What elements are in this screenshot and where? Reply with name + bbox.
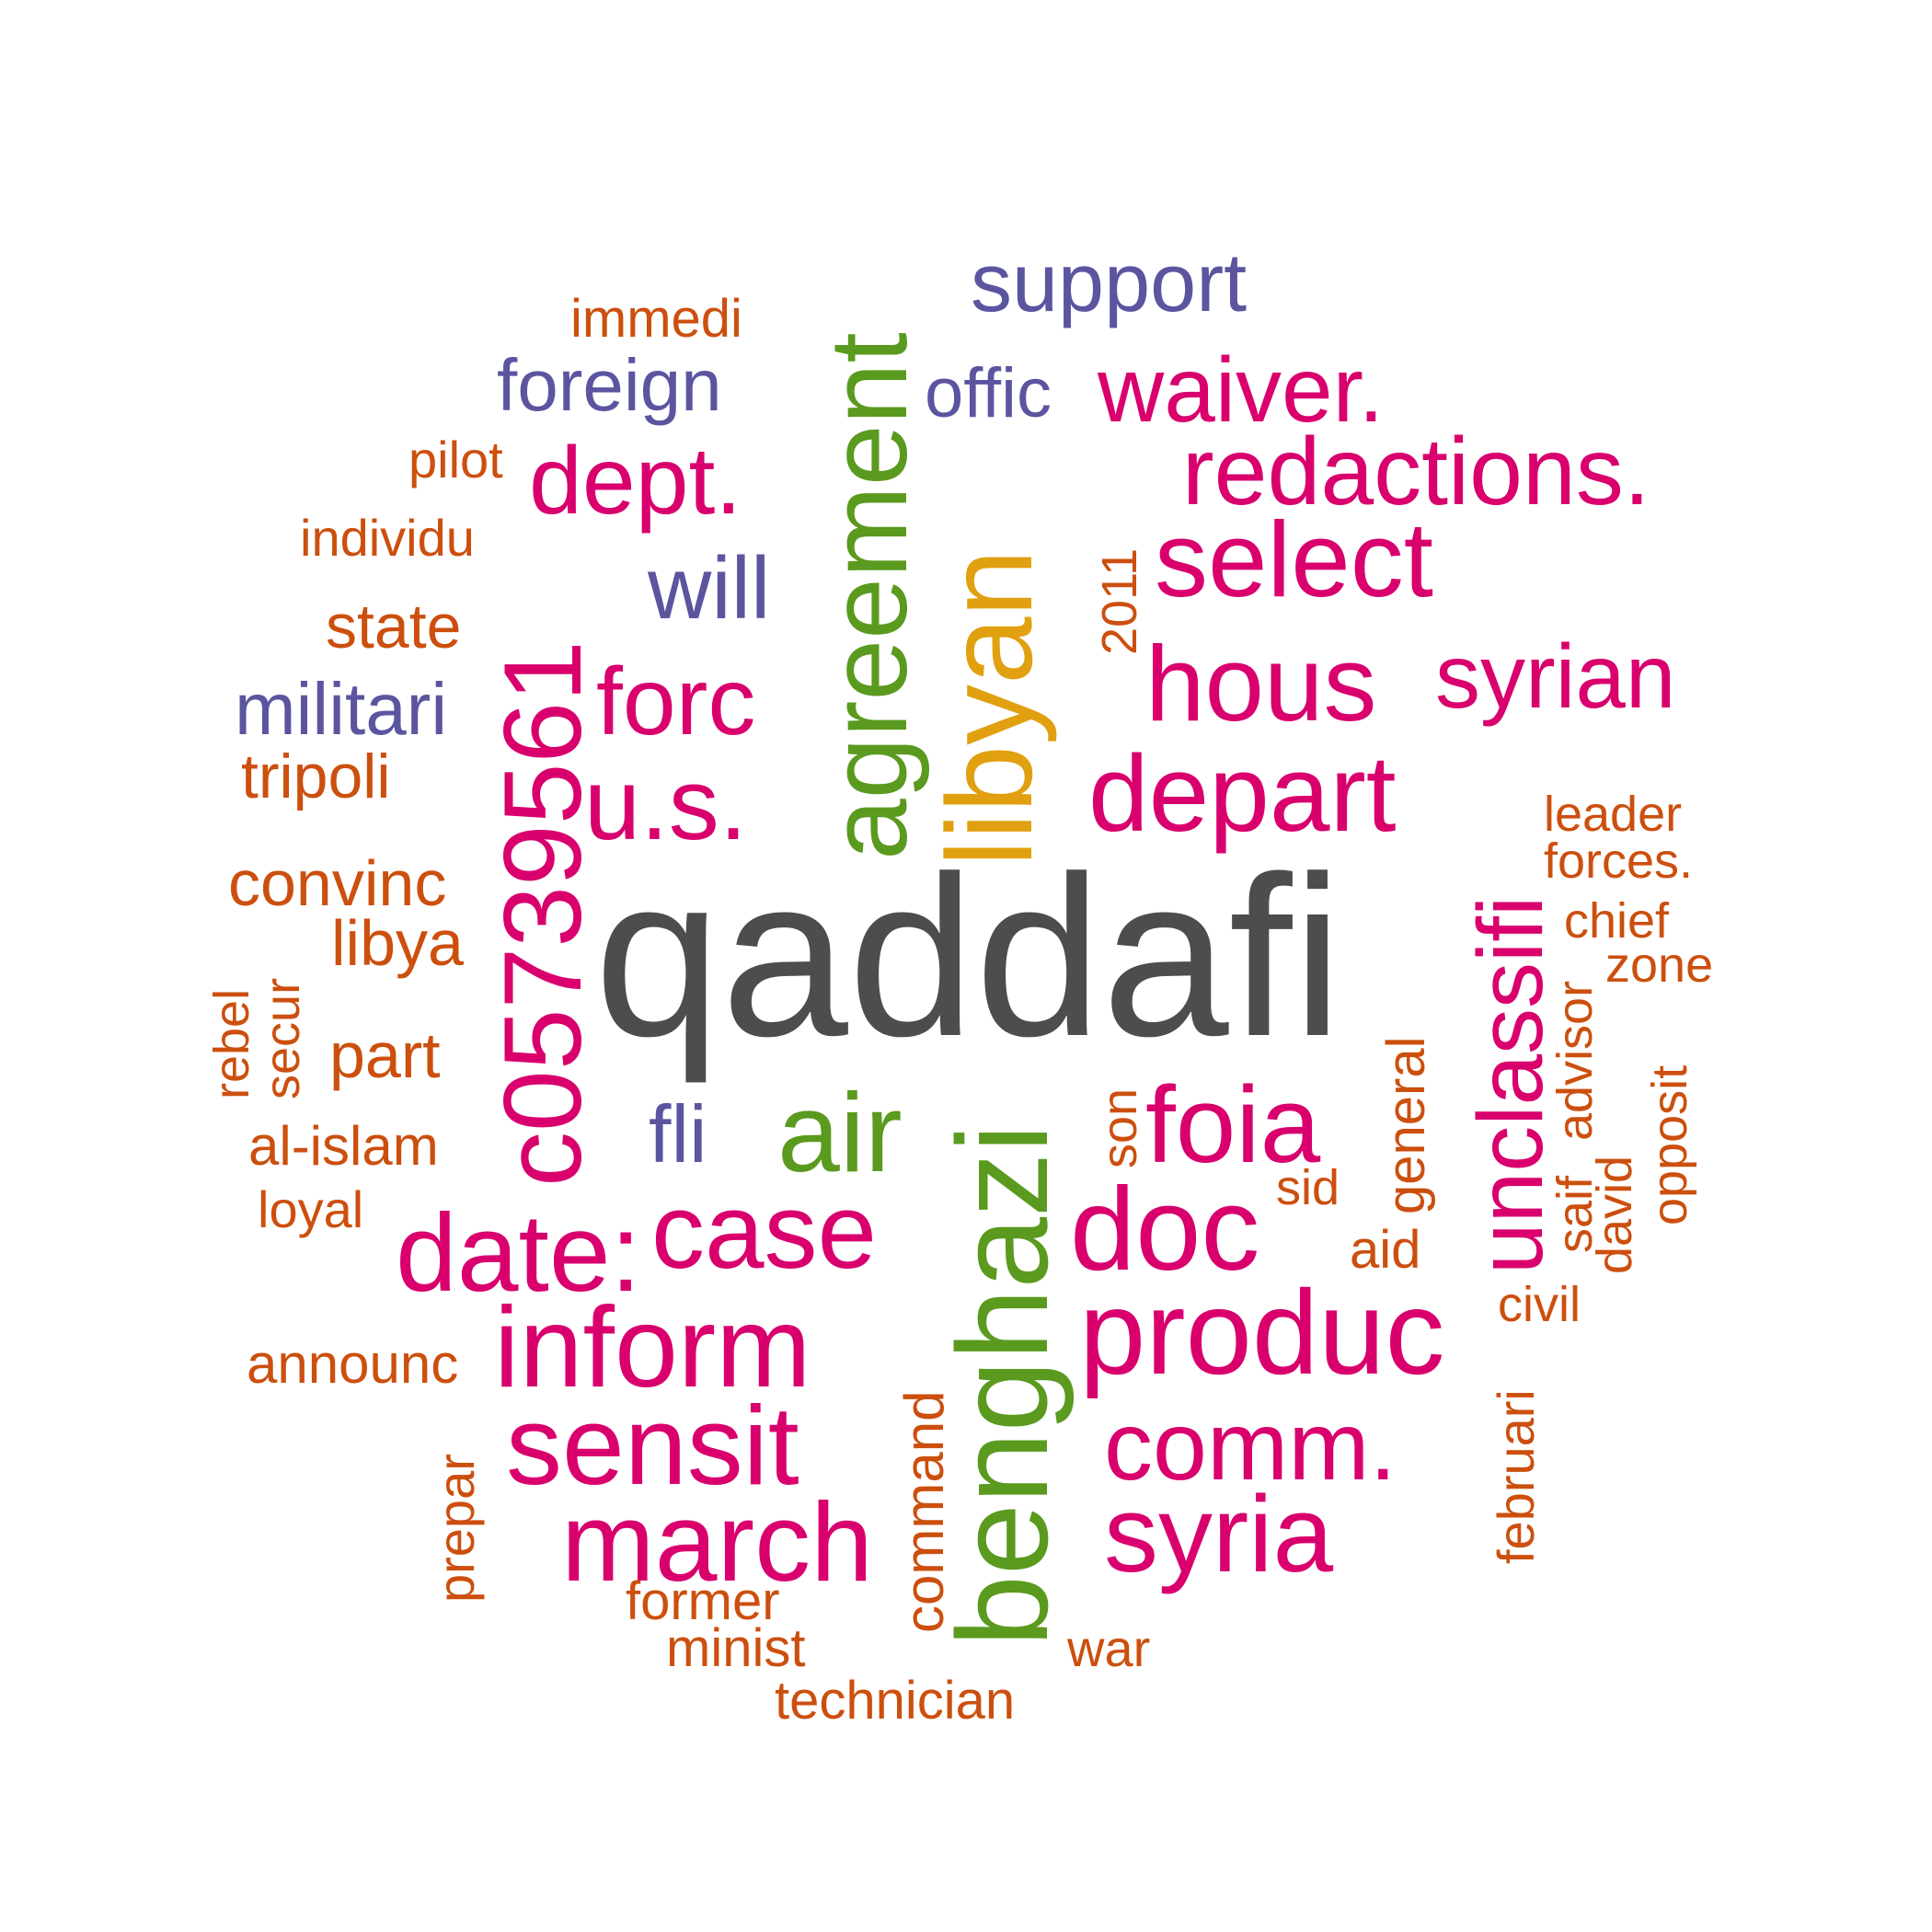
word-doc: doc	[1070, 1163, 1260, 1295]
word-minist: minist	[666, 1618, 806, 1679]
word-militari: militari	[235, 668, 448, 751]
word-state: state	[326, 591, 462, 661]
word-benghazi: benghazi	[930, 1123, 1075, 1647]
word-leader: leader	[1544, 786, 1683, 842]
word-son: son	[1092, 1087, 1147, 1168]
word-februari: februari	[1487, 1389, 1545, 1564]
word-syrian: syrian	[1435, 625, 1676, 727]
word-forc: forc	[596, 648, 756, 755]
word-date: date:	[396, 1190, 641, 1315]
word-convinc: convinc	[228, 846, 447, 919]
word-chief: chief	[1564, 892, 1670, 949]
word-aid: aid	[1350, 1220, 1421, 1281]
word-dept: dept.	[529, 427, 742, 535]
word-comm: comm.	[1104, 1391, 1397, 1501]
word-immedi: immedi	[570, 289, 742, 350]
word-tripoli: tripoli	[241, 741, 391, 811]
word-sid: sid	[1276, 1159, 1340, 1215]
word-us: u.s.	[584, 748, 748, 862]
word-inform: inform	[494, 1284, 811, 1412]
word-zone: zone	[1605, 937, 1714, 993]
word-hous: hous	[1145, 624, 1377, 744]
word-part: part	[329, 1018, 441, 1091]
word-unclassifi: unclassifi	[1459, 895, 1562, 1274]
word-war: war	[1067, 1618, 1151, 1677]
word-announc: announc	[247, 1333, 459, 1396]
word-individu: individu	[300, 508, 475, 567]
word-foia: foia	[1145, 1064, 1321, 1186]
word-offic: offic	[925, 353, 1052, 432]
word-al-islam: al-islam	[248, 1115, 439, 1178]
word-david: david	[1587, 1155, 1642, 1274]
word-case: case	[651, 1171, 878, 1292]
word-pilot: pilot	[408, 430, 503, 489]
word-technician: technician	[775, 1671, 1016, 1731]
word-redactions: redactions.	[1182, 418, 1650, 525]
word-rebel: rebel	[204, 988, 259, 1099]
word-general: general	[1376, 1036, 1436, 1214]
word-select: select	[1155, 500, 1434, 620]
word-air: air	[777, 1070, 903, 1196]
word-loyal: loyal	[258, 1179, 364, 1238]
word-prepar: prepar	[427, 1454, 485, 1603]
word-secur: secur	[255, 977, 310, 1099]
word-fli: fli	[649, 1088, 707, 1180]
word-opposit: opposit	[1642, 1064, 1697, 1225]
word-former: former	[626, 1571, 780, 1632]
word-produc: produc	[1079, 1265, 1445, 1400]
word-command: command	[893, 1390, 955, 1633]
word-march: march	[561, 1479, 873, 1605]
word-agreement: agreement	[807, 332, 930, 860]
word-will: will	[648, 539, 771, 638]
word-syria: syria	[1104, 1473, 1334, 1595]
word-depart: depart	[1088, 732, 1397, 855]
word-civil: civil	[1498, 1276, 1581, 1332]
word-sensit: sensit	[506, 1383, 799, 1509]
word-libya: libya	[331, 906, 464, 979]
word-qaddafi: qaddafi	[594, 827, 1343, 1084]
word-support: support	[971, 236, 1248, 329]
word-c05739561: c05739561	[481, 640, 604, 1187]
word-2011: 2011	[1092, 547, 1147, 655]
word-libyan: libyan	[922, 549, 1057, 867]
word-foreign: foreign	[497, 344, 722, 427]
word-waiver: waiver.	[1098, 339, 1385, 442]
word-forces: forces.	[1544, 833, 1694, 889]
word-advisor: advisor	[1547, 980, 1603, 1141]
